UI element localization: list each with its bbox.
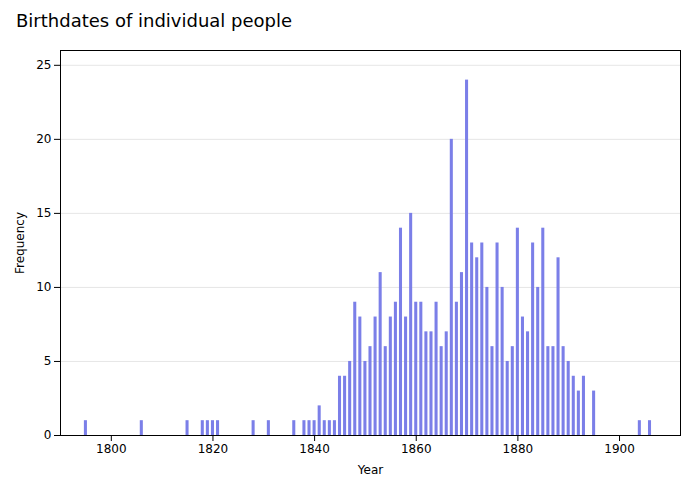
svg-text:1800: 1800: [96, 442, 127, 456]
svg-text:Frequency: Frequency: [13, 212, 27, 274]
svg-text:5: 5: [44, 354, 52, 368]
svg-text:1900: 1900: [604, 442, 635, 456]
svg-text:10: 10: [36, 280, 51, 294]
svg-text:15: 15: [36, 206, 51, 220]
svg-text:1880: 1880: [503, 442, 534, 456]
svg-text:1820: 1820: [198, 442, 229, 456]
svg-text:25: 25: [36, 58, 51, 72]
svg-text:1860: 1860: [401, 442, 432, 456]
svg-text:20: 20: [36, 132, 51, 146]
html-text:Birthdates of individual peopl: Birthdates of individual people: [16, 10, 293, 31]
svg-text:0: 0: [44, 428, 52, 442]
svg-text:Year: Year: [357, 463, 383, 477]
svg-text:1840: 1840: [299, 442, 330, 456]
